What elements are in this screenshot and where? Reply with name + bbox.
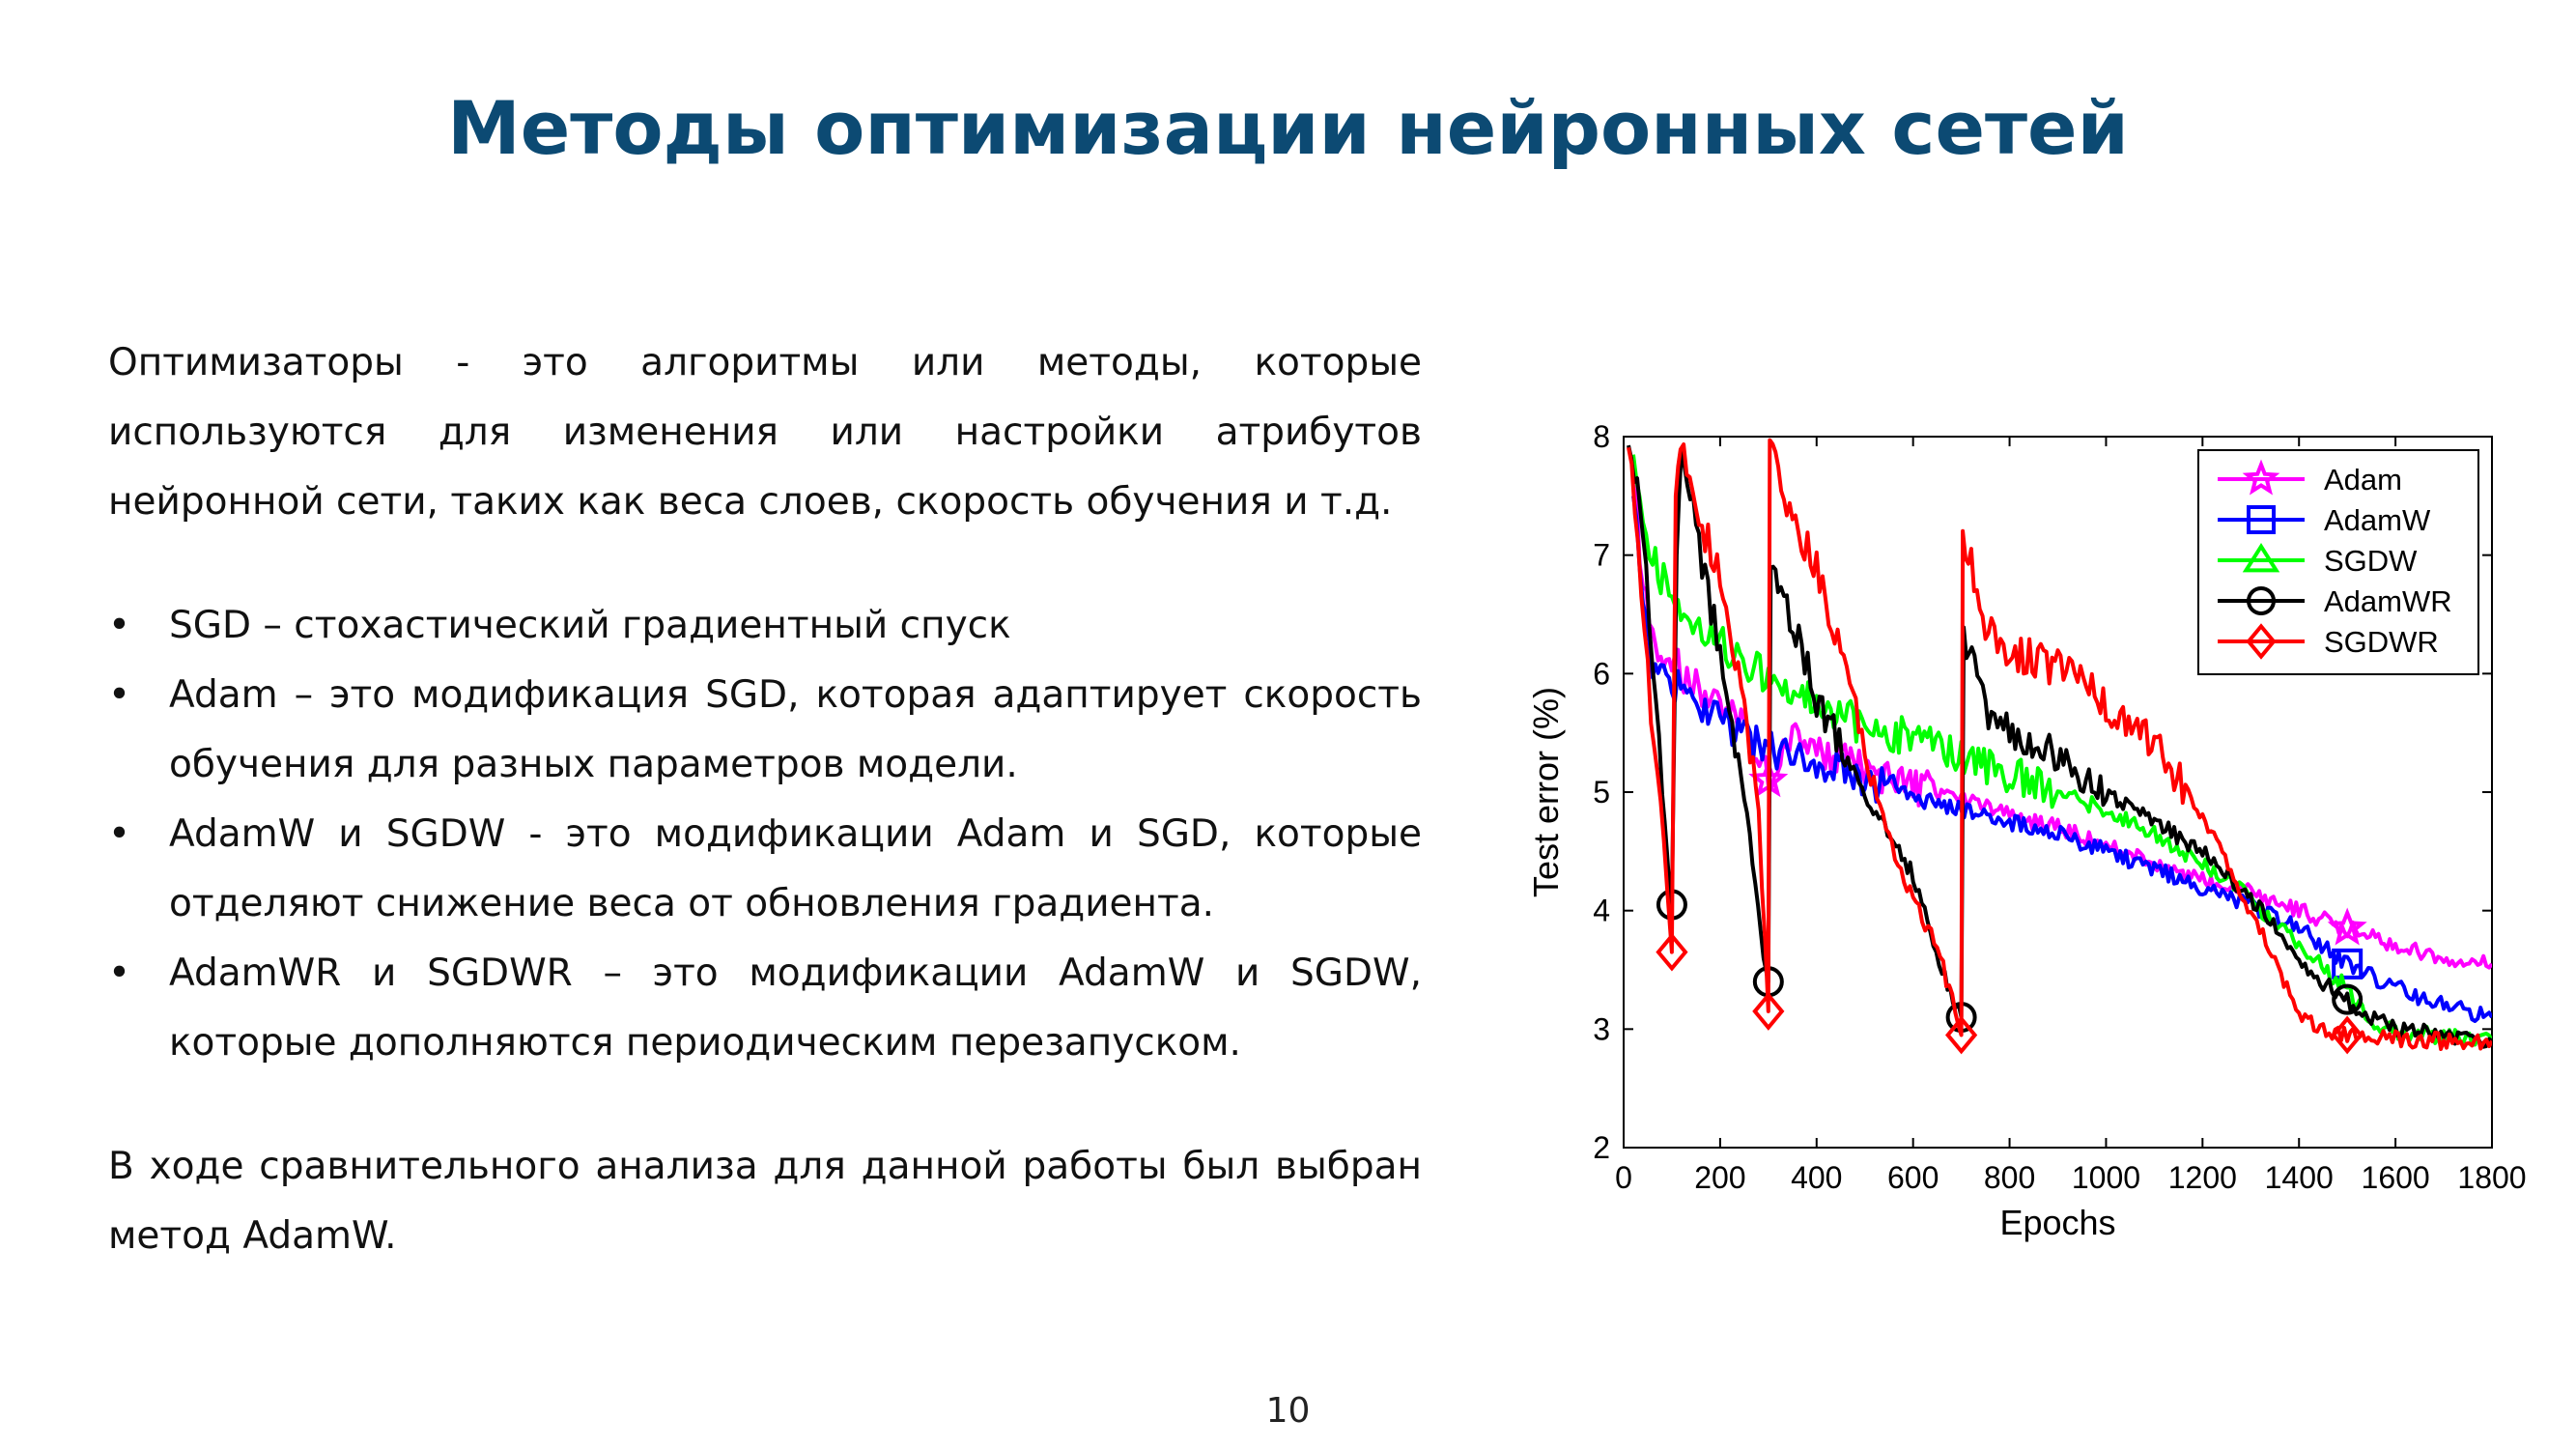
- bullet-item: • SGD – стохастический градиентный спуск: [108, 591, 1422, 661]
- x-tick-label: 400: [1791, 1160, 1842, 1195]
- series-marker: [1945, 1015, 1978, 1055]
- bullet-marker: •: [108, 952, 131, 995]
- page-number: 10: [1265, 1391, 1311, 1431]
- slide-text-block: Оптимизаторы - это алгоритмы или методы,…: [108, 328, 1422, 1271]
- series-line: [1631, 496, 2492, 1023]
- bullet-list: • SGD – стохастический градиентный спуск …: [108, 591, 1422, 1078]
- series-marker: [2327, 907, 2367, 946]
- intro-paragraph: Оптимизаторы - это алгоритмы или методы,…: [108, 341, 1422, 524]
- legend-label: SGDW: [2324, 544, 2418, 578]
- slide-title: Методы оптимизации нейронных сетей: [447, 85, 2129, 171]
- bullet-text: SGD – стохастический градиентный спуск: [169, 604, 1011, 647]
- test-error-chart: 0 200 400 600 800 1000 1200 1400 1600 1800 2 3 4 5 6 7 8…: [1526, 419, 2527, 1242]
- x-tick-label: 1600: [2362, 1160, 2430, 1195]
- legend-item: AdamWR: [2218, 584, 2452, 618]
- y-tick-label: 4: [1593, 894, 1610, 928]
- series-marker: [2332, 948, 2364, 980]
- y-tick-label: 5: [1593, 775, 1610, 810]
- bullet-item: • AdamWR и SGDWR – это модификации AdamW …: [108, 939, 1422, 1078]
- legend-label: AdamWR: [2324, 584, 2452, 618]
- legend: Adam AdamW SGDW AdamWR SGDWR: [2197, 449, 2479, 675]
- y-tick-label: 7: [1593, 538, 1610, 573]
- bullet-marker: •: [108, 673, 131, 717]
- bullet-text: AdamWR и SGDWR – это модификации AdamW и…: [169, 952, 1422, 1065]
- series-marker: [2331, 1015, 2364, 1055]
- x-tick-label: 1000: [2072, 1160, 2140, 1195]
- y-axis-label: Test error (%): [1526, 687, 1566, 897]
- bullet-marker: •: [108, 812, 131, 856]
- bullet-marker: •: [108, 604, 131, 647]
- series-marker: [2247, 586, 2276, 615]
- series-marker: [2247, 505, 2276, 534]
- bullet-text: AdamW и SGDW - это модификации Adam и SG…: [169, 812, 1422, 925]
- series-line: [1627, 444, 2492, 1049]
- y-tick-label: 2: [1593, 1130, 1610, 1165]
- series-marker: [1656, 932, 1688, 972]
- series-marker: [2242, 459, 2280, 496]
- y-tick-label: 3: [1593, 1011, 1610, 1046]
- x-tick-label: 1800: [2457, 1160, 2526, 1195]
- x-tick-label: 200: [1694, 1160, 1745, 1195]
- bullet-item: • AdamW и SGDW - это модификации Adam и S…: [108, 800, 1422, 939]
- x-tick-label: 0: [1615, 1160, 1632, 1195]
- series-marker: [1752, 992, 1785, 1031]
- series-marker: [2246, 623, 2277, 660]
- legend-item: SGDW: [2218, 542, 2418, 578]
- series-adamw: [1631, 496, 2492, 1023]
- series-sgdwr: [1627, 438, 2492, 1055]
- legend-label: SGDWR: [2324, 625, 2439, 659]
- series-marker: [2242, 542, 2280, 573]
- legend-item: SGDWR: [2218, 623, 2439, 660]
- legend-label: Adam: [2324, 463, 2402, 497]
- series-marker: [2332, 983, 2364, 1015]
- bullet-item: • Adam – это модификация SGD, которая ада…: [108, 661, 1422, 800]
- y-tick-label: 8: [1593, 419, 1610, 454]
- x-axis-label: Epochs: [1999, 1203, 2115, 1242]
- x-tick-label: 1200: [2168, 1160, 2237, 1195]
- series-line: [1627, 438, 2492, 1051]
- bullet-text: Adam – это модификация SGD, которая адап…: [169, 673, 1422, 786]
- legend-label: AdamW: [2324, 503, 2431, 537]
- x-tick-label: 800: [1984, 1160, 2035, 1195]
- legend-item: AdamW: [2218, 503, 2431, 537]
- conclusion-paragraph: В ходе сравнительного анализа для данной…: [108, 1145, 1422, 1258]
- y-tick-label: 6: [1593, 656, 1610, 691]
- x-tick-label: 600: [1887, 1160, 1939, 1195]
- x-tick-label: 1400: [2265, 1160, 2334, 1195]
- legend-item: Adam: [2218, 459, 2402, 497]
- series-layer: [1627, 438, 2492, 1055]
